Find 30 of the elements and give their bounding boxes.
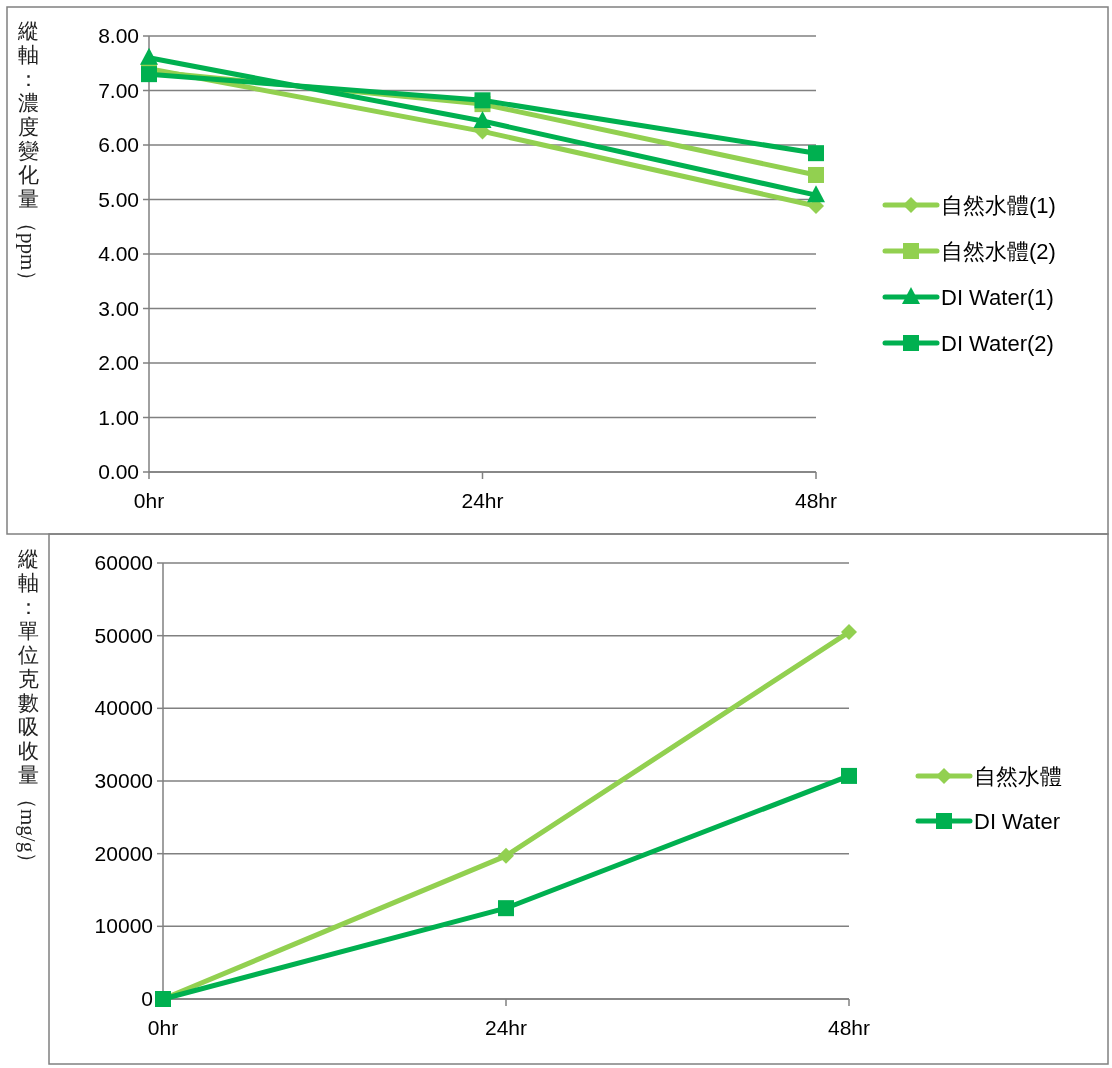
y-tick-label: 30000 <box>94 769 153 792</box>
legend-label: 自然水體(2) <box>941 239 1056 264</box>
x-tick-label: 24hr <box>484 1016 528 1039</box>
y-tick-label: 2.00 <box>98 351 139 374</box>
x-tick-label: 0hr <box>147 1016 179 1039</box>
y-tick-label: 6.00 <box>98 133 139 156</box>
y-tick-label: 8.00 <box>98 24 139 47</box>
y-tick-label: 50000 <box>94 623 153 647</box>
y-tick-label: 3.00 <box>98 296 139 320</box>
text: 縱軸：濃度變化量（ppm） <box>16 19 40 292</box>
legend-label: DI Water(1) <box>941 285 1054 310</box>
text: 縱軸：單位克數吸收量（mg/g） <box>16 547 40 874</box>
y-tick-label: 20000 <box>94 841 153 865</box>
legend-label: DI Water <box>974 809 1060 834</box>
x-tick-label: 48hr <box>827 1016 871 1039</box>
y-tick-label: 5.00 <box>98 187 139 211</box>
x-tick-label: 48hr <box>794 489 838 512</box>
y-tick-label: 4.00 <box>98 242 139 265</box>
y-tick-label: 10000 <box>94 914 153 938</box>
x-tick-label: 0hr <box>133 489 165 512</box>
y-tick-label: 0.00 <box>98 460 139 483</box>
y-tick-label: 60000 <box>94 551 153 574</box>
legend-label: 自然水體 <box>974 764 1062 789</box>
y-tick-label: 7.00 <box>98 78 139 102</box>
y-tick-label: 0 <box>141 987 153 1010</box>
legend-label: DI Water(2) <box>941 331 1054 356</box>
legend-label: 自然水體(1) <box>941 193 1056 218</box>
x-tick-label: 24hr <box>461 489 504 512</box>
y-tick-label: 40000 <box>94 696 153 720</box>
y-tick-label: 1.00 <box>98 405 139 429</box>
